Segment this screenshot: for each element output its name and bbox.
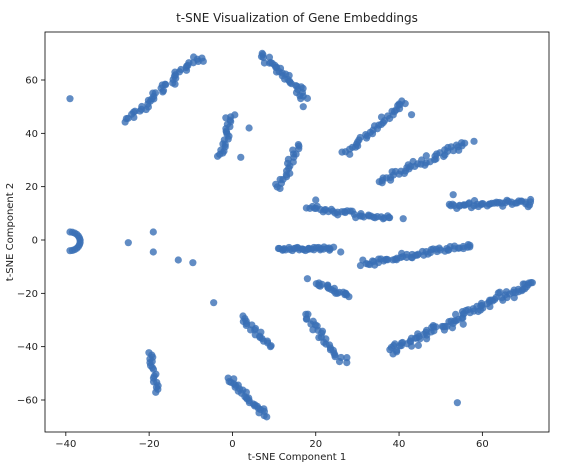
scatter-point [395,100,403,108]
scatter-point [385,214,394,222]
scatter-point [377,113,386,121]
scatter-point [316,282,324,290]
scatter-point [384,112,392,120]
scatter-point [124,239,132,247]
scatter-point [477,299,486,307]
scatter-point [407,111,416,119]
x-tick-label: 20 [309,439,322,450]
scatter-point [149,248,157,256]
scatter-point [432,323,440,331]
scatter-point [341,291,349,299]
x-tick-label: −40 [55,439,76,450]
data-points [66,49,536,421]
scatter-point [496,288,504,296]
scatter-point [459,320,467,328]
y-tick-label: 20 [25,182,38,193]
scatter-point [242,321,250,330]
scatter-point [151,89,160,97]
scatter-point [266,343,275,351]
scatter-point [528,279,536,287]
scatter-point [414,341,422,350]
scatter-point [356,133,364,142]
scatter-point [526,195,535,204]
scatter-point [299,103,307,111]
y-tick-label: −40 [17,342,38,353]
scatter-point [414,330,422,338]
scatter-point [199,57,207,65]
scatter-point [210,299,218,307]
scatter-point [161,80,169,88]
scatter-point [470,137,478,145]
scatter-point [302,315,311,323]
scatter-point [245,124,253,132]
scatter-point [422,152,430,160]
scatter-point [138,102,146,111]
scatter-point [452,310,460,319]
scatter-point [66,228,74,236]
scatter-point [384,256,392,264]
x-tick-label: 60 [476,439,489,450]
scatter-point [524,203,532,211]
chart-title: t-SNE Visualization of Gene Embeddings [176,11,418,25]
scatter-point [174,256,182,264]
scatter-point [297,95,305,103]
scatter-point [331,353,339,361]
scatter-point [466,241,474,249]
scatter-point [329,243,338,251]
scatter-point [461,139,469,147]
y-tick-label: 0 [32,236,38,247]
scatter-point [289,146,297,154]
scatter-point [149,228,157,236]
scatter-point [66,95,74,103]
plot-area [44,31,550,433]
scatter-point [449,191,457,199]
x-axis-title: t-SNE Component 1 [248,452,346,463]
scatter-point [399,215,407,223]
scatter-point [284,155,292,163]
scatter-point [409,157,417,166]
scatter-point [190,53,198,61]
scatter-point [294,140,302,149]
scatter-point [189,259,197,267]
x-tick-label: 40 [393,439,406,450]
scatter-point [131,107,139,115]
y-tick-label: 60 [25,76,38,87]
x-tick-label: −20 [139,439,160,450]
scatter-point [303,275,312,283]
y-tick-label: −20 [17,289,38,300]
x-axis: −40 −20 0 20 40 60 [55,432,489,450]
scatter-point [337,248,345,256]
scatter-point [435,244,443,252]
scatter-point [303,94,311,102]
scatter-point [453,399,461,407]
y-axis: −60 −40 −20 0 20 40 60 [17,76,45,407]
scatter-point [231,111,239,119]
scatter-point [343,359,351,367]
scatter-point [259,53,267,62]
x-tick-label: 0 [229,439,235,450]
y-tick-label: 40 [25,129,38,140]
scatter-point [312,196,320,204]
scatter-point [263,413,271,421]
scatter-point [260,59,269,67]
scatter-point [272,180,280,188]
scatter-point [152,388,160,396]
y-axis-title: t-SNE Component 2 [5,183,16,281]
scatter-point [237,153,245,161]
y-tick-label: −60 [17,396,38,407]
scatter-point [335,358,344,366]
scatter-point [356,261,365,270]
